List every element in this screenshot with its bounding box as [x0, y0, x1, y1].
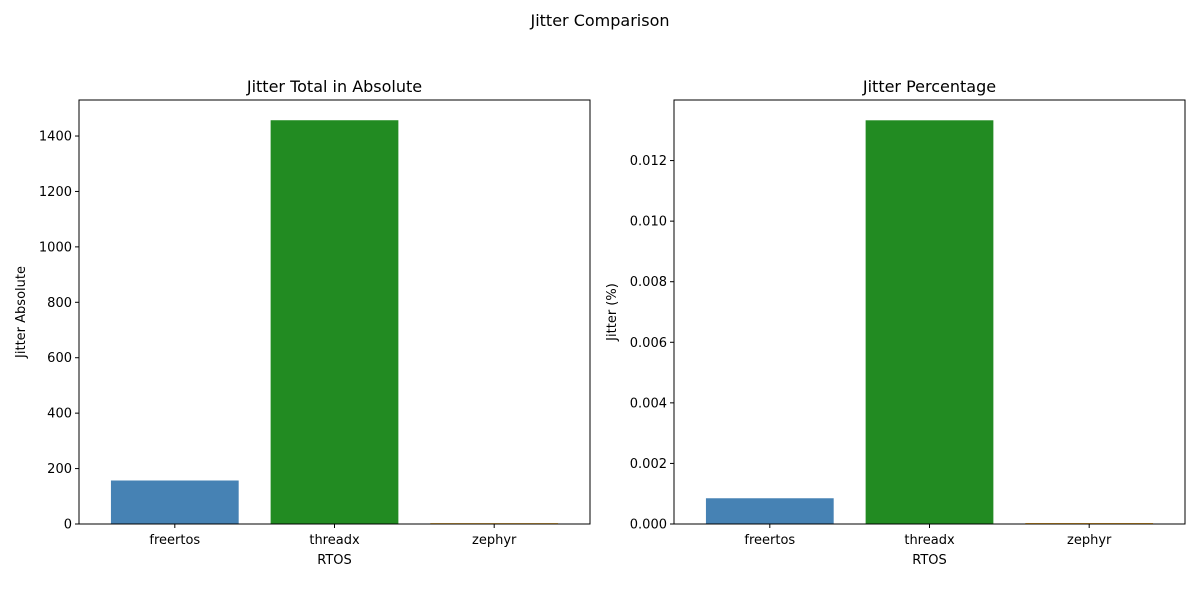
- y-axis-label: Jitter (%): [605, 283, 620, 342]
- y-tick-label: 0.002: [630, 457, 667, 472]
- x-axis-label: RTOS: [912, 553, 947, 568]
- y-tick-label: 800: [47, 296, 72, 311]
- y-tick-label: 0.000: [630, 518, 667, 533]
- x-tick-label: freertos: [149, 533, 200, 548]
- y-tick-label: 0.004: [630, 396, 667, 411]
- plot-frame: [78, 99, 591, 525]
- y-tick-label: 400: [47, 407, 72, 422]
- y-ticks: 0.000 0.002 0.004 0.006 0.008 0.010 0.012: [630, 154, 674, 533]
- chart-jitter-absolute: Jitter Total in Absolute RTOS Jitter Abs…: [14, 77, 591, 568]
- y-tick-label: 1200: [39, 185, 72, 200]
- x-ticks: freertos threadx zephyr: [149, 524, 517, 548]
- x-tick-label: threadx: [904, 533, 955, 548]
- y-axis-label: Jitter Absolute: [14, 266, 29, 359]
- y-tick-label: 0.008: [630, 275, 667, 290]
- y-tick-label: 0.006: [630, 336, 667, 351]
- bar-threadx: [270, 120, 399, 524]
- y-ticks: 0 200 400 600 800 1000 1200 1400: [39, 130, 79, 533]
- y-tick-label: 0: [64, 518, 72, 533]
- y-tick-label: 1000: [39, 240, 72, 255]
- y-tick-label: 200: [47, 462, 72, 477]
- bar-freertos: [110, 480, 239, 524]
- bar-freertos: [705, 498, 834, 524]
- figure-suptitle: Jitter Comparison: [529, 11, 669, 30]
- chart-title: Jitter Percentage: [862, 77, 996, 96]
- y-tick-label: 0.010: [630, 215, 667, 230]
- x-ticks: freertos threadx zephyr: [744, 524, 1112, 548]
- x-tick-label: zephyr: [472, 533, 517, 548]
- y-tick-label: 600: [47, 351, 72, 366]
- bar-threadx: [865, 120, 994, 524]
- x-tick-label: zephyr: [1067, 533, 1112, 548]
- chart-title: Jitter Total in Absolute: [246, 77, 422, 96]
- chart-jitter-percentage: Jitter Percentage RTOS Jitter (%) 0.0000…: [605, 77, 1186, 568]
- x-axis-label: RTOS: [317, 553, 352, 568]
- y-tick-label: 0.012: [630, 154, 667, 169]
- plot-frame: [673, 99, 1186, 525]
- x-tick-label: threadx: [309, 533, 360, 548]
- bars: [110, 120, 559, 524]
- x-tick-label: freertos: [744, 533, 795, 548]
- bars: [705, 120, 1154, 524]
- y-tick-label: 1400: [39, 130, 72, 145]
